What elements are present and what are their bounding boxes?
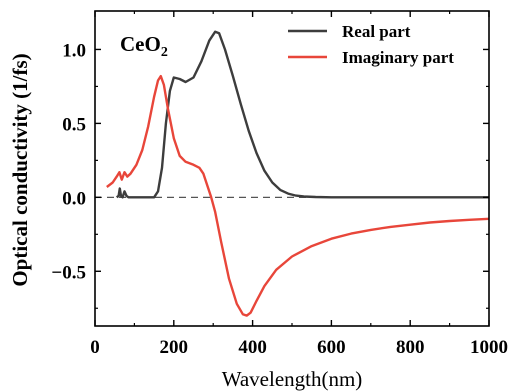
legend-label-imaginary: Imaginary part — [342, 48, 454, 67]
series-line-real — [115, 30, 489, 199]
compound-subscript: 2 — [161, 45, 168, 60]
x-tick-label: 600 — [317, 337, 346, 358]
y-tick-label: −0.5 — [51, 262, 86, 283]
axis-ticks: 0 200 400 600 800 1000 −0.5 0.0 0.5 1.0 — [51, 11, 508, 358]
x-tick-label: 0 — [90, 337, 100, 358]
series-line-imaginary — [106, 74, 490, 317]
compound-annotation: CeO2 — [120, 32, 168, 60]
y-tick-label: 0.5 — [62, 114, 86, 135]
plot-frame — [94, 10, 490, 327]
x-tick-label: 1000 — [470, 337, 508, 358]
y-tick-label: 0.0 — [62, 188, 86, 209]
x-tick-label: 400 — [238, 337, 267, 358]
x-axis-title: Wavelength(nm) — [222, 367, 363, 391]
x-tick-label: 200 — [160, 337, 189, 358]
compound-main: CeO — [120, 32, 161, 56]
legend-label-real: Real part — [342, 22, 411, 41]
y-tick-label: 1.0 — [62, 40, 86, 61]
plot-area — [95, 30, 490, 317]
legend: Real part Imaginary part — [288, 22, 454, 67]
x-tick-label: 800 — [396, 337, 425, 358]
y-axis-title: Optical conductivity (1/fs) — [8, 53, 32, 286]
